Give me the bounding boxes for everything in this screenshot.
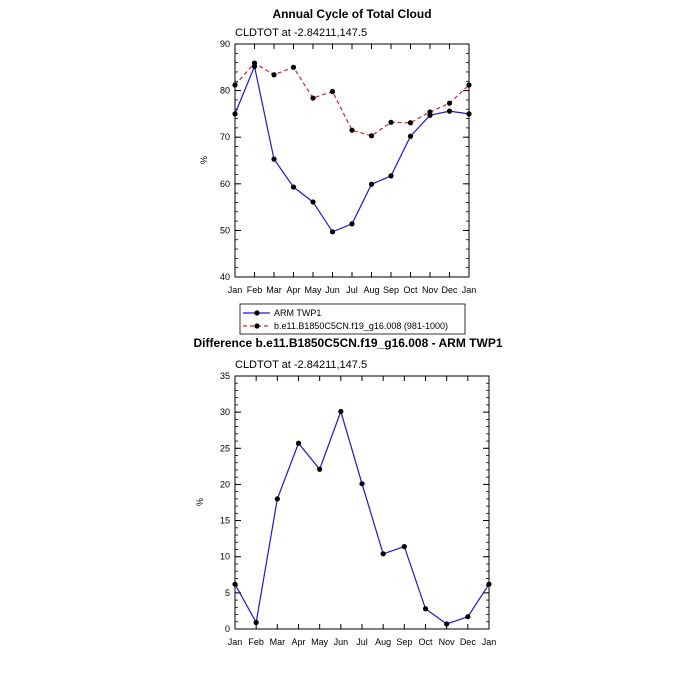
data-point (329, 229, 336, 235)
y-tick-label: 30 (220, 407, 230, 417)
data-point (359, 481, 365, 487)
plot-frame (234, 375, 490, 630)
data-point (310, 199, 316, 205)
x-tick-label: Apr (291, 637, 305, 647)
data-point (295, 440, 302, 446)
y-tick-label: 25 (220, 443, 230, 453)
y-tick-label: 70 (220, 132, 230, 142)
data-point (380, 551, 386, 557)
legend-label-arm: ARM TWP1 (274, 308, 321, 318)
x-tick-label: Jan (228, 285, 243, 295)
chart-title: Difference b.e11.B1850C5CN.f19_g16.008 -… (193, 336, 502, 350)
y-tick-label: 10 (220, 552, 230, 562)
legend-marker-model (254, 323, 260, 329)
data-point (368, 181, 375, 187)
x-tick-label: Jan (482, 637, 497, 647)
data-point (338, 408, 344, 415)
x-tick-label: Feb (248, 637, 264, 647)
difference-chart: Difference b.e11.B1850C5CN.f19_g16.008 -… (193, 336, 502, 647)
x-tick-label: Mar (266, 285, 282, 295)
series-line-0 (234, 64, 470, 233)
plot-frame (234, 43, 470, 278)
data-point (427, 109, 433, 115)
y-axis-label: % (199, 156, 209, 164)
series-line-0 (234, 409, 490, 625)
data-point (444, 621, 450, 627)
data-point (388, 119, 394, 125)
x-tick-label: Feb (247, 285, 263, 295)
data-point (290, 184, 297, 190)
x-tick-label: Sep (396, 637, 412, 647)
y-tick-label: 80 (220, 86, 230, 96)
data-point (290, 64, 297, 70)
x-tick-label: Oct (403, 285, 418, 295)
legend: ARM TWP1 b.e11.B1850C5CN.f19_g16.008 (98… (239, 303, 466, 335)
x-tick-label: Aug (363, 285, 379, 295)
axis-ticks: Jan Feb Mar Apr May Jun Jul Aug Sep Oct Nov Dec Jan 0… (220, 371, 496, 647)
data-point (465, 614, 471, 620)
x-tick-label: Mar (270, 637, 286, 647)
data-point (253, 619, 259, 626)
y-tick-label: 0 (225, 624, 230, 634)
series-line-1 (234, 62, 470, 137)
data-point (271, 156, 277, 162)
data-point (251, 60, 258, 66)
x-tick-label: Sep (383, 285, 399, 295)
x-tick-label: Jan (462, 285, 477, 295)
data-point (388, 173, 394, 179)
y-tick-label: 5 (225, 588, 230, 598)
x-tick-label: Nov (422, 285, 439, 295)
chart-subtitle: CLDTOT at -2.84211,147.5 (235, 359, 367, 371)
data-point (407, 120, 414, 126)
y-tick-label: 50 (220, 225, 230, 235)
data-point (446, 100, 453, 106)
data-point (310, 95, 316, 101)
legend-label-model: b.e11.B1850C5CN.f19_g16.008 (981-1000) (274, 321, 448, 331)
legend-marker-arm (254, 310, 260, 316)
data-point (407, 133, 414, 139)
x-tick-label: Jul (346, 285, 358, 295)
x-tick-label: Nov (439, 637, 456, 647)
x-tick-label: Dec (460, 637, 477, 647)
annual-cycle-chart: Annual Cycle of Total Cloud CLDTOT at -2… (199, 7, 476, 335)
y-tick-label: 35 (220, 371, 230, 381)
x-tick-label: Jun (325, 285, 340, 295)
data-point (349, 221, 355, 227)
data-point (422, 606, 429, 612)
y-tick-label: 90 (220, 39, 230, 49)
data-point (271, 72, 277, 78)
y-axis-label: % (195, 498, 205, 506)
x-tick-label: Dec (441, 285, 458, 295)
y-tick-label: 15 (220, 516, 230, 526)
y-tick-label: 60 (220, 179, 230, 189)
axis-ticks: Jan Feb Mar Apr May Jun Jul Aug Sep Oct Nov Dec Jan 4… (220, 39, 476, 295)
legend-box (239, 303, 466, 335)
data-point (446, 108, 453, 114)
y-tick-label: 20 (220, 479, 230, 489)
x-tick-label: Aug (375, 637, 391, 647)
plot-series (232, 60, 472, 235)
x-tick-label: Apr (286, 285, 300, 295)
data-point (329, 88, 336, 95)
data-point (368, 133, 375, 139)
x-tick-label: May (311, 637, 329, 647)
chart-subtitle: CLDTOT at -2.84211,147.5 (235, 27, 367, 39)
plot-series (232, 408, 492, 627)
data-point (401, 543, 407, 550)
data-point (349, 127, 355, 133)
chart-title: Annual Cycle of Total Cloud (272, 7, 431, 21)
x-tick-label: Jul (356, 637, 368, 647)
x-tick-label: May (304, 285, 322, 295)
x-tick-label: Oct (418, 637, 433, 647)
x-tick-label: Jun (334, 637, 349, 647)
x-tick-label: Jan (228, 637, 243, 647)
data-point (274, 496, 280, 502)
y-tick-label: 40 (220, 272, 230, 282)
data-point (317, 466, 323, 472)
